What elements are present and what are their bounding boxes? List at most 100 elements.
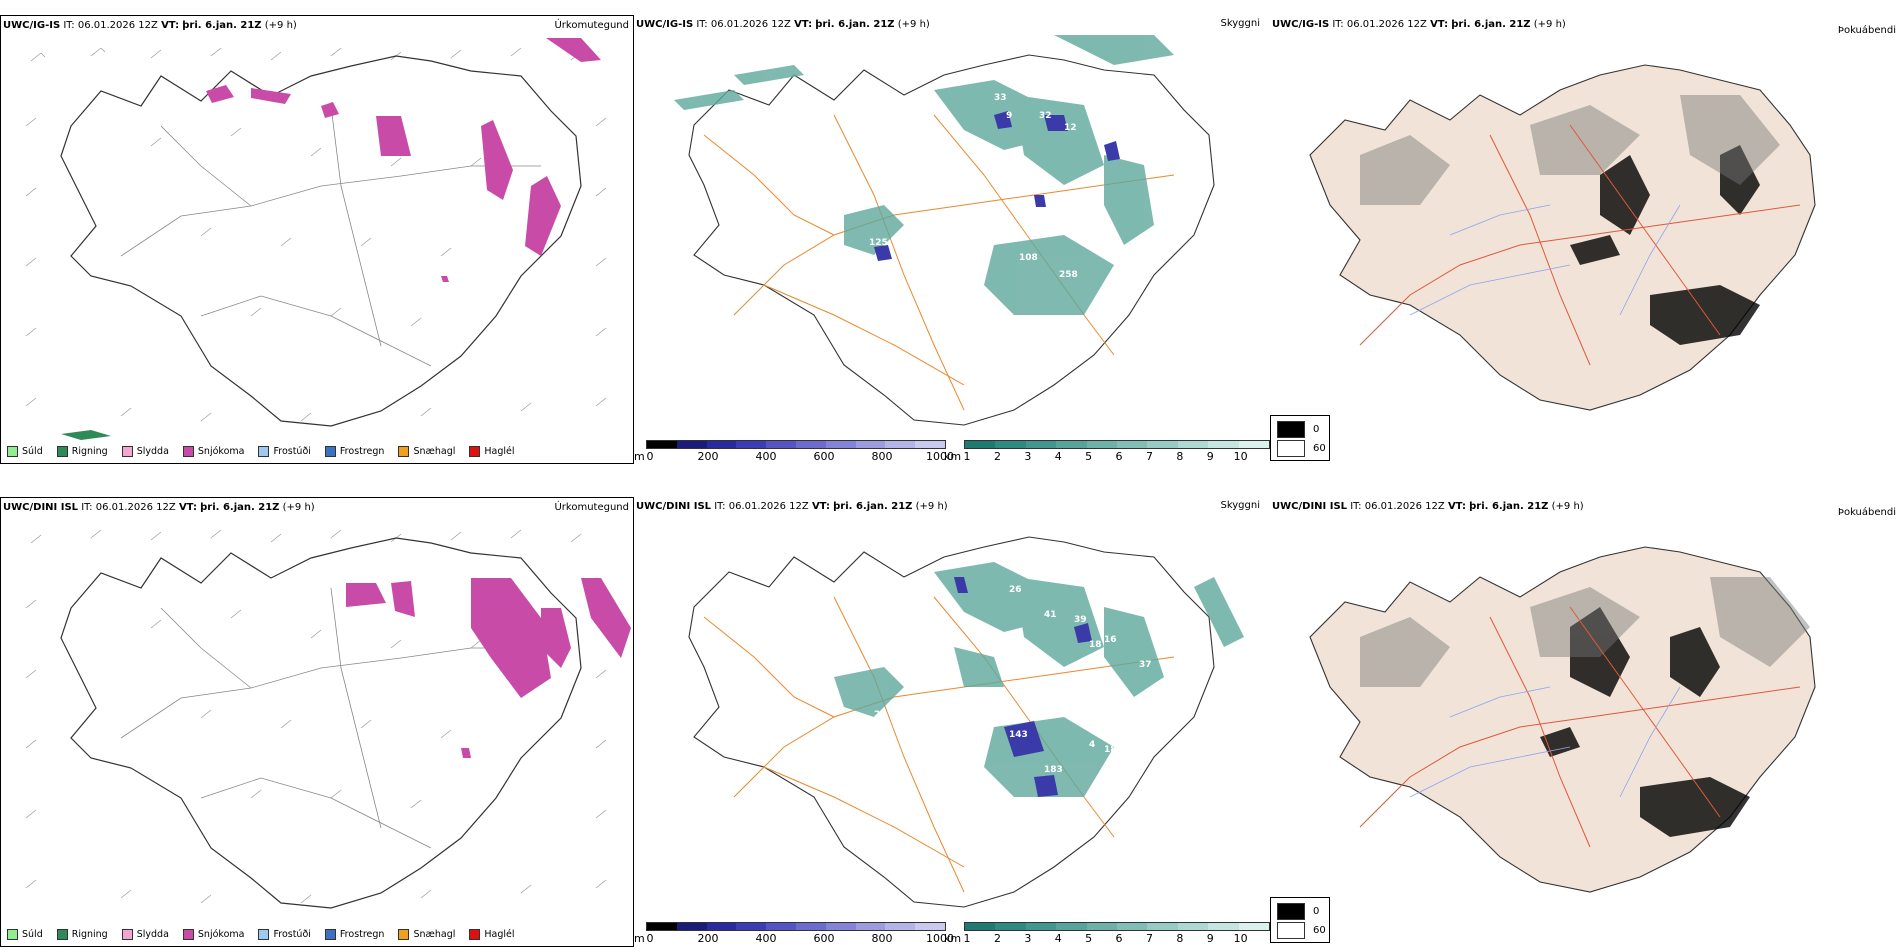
visibility-panel-bottom: UWC/DINI ISL IT: 06.01.2026 12Z VT: þri.… xyxy=(634,497,1270,947)
legend-swatch xyxy=(398,446,410,457)
colorbar-segment xyxy=(1147,441,1178,448)
legend-swatch xyxy=(469,446,481,457)
precip-legend: Súld Rigning Slydda Snjókoma Frostúði Frostre… xyxy=(7,446,515,457)
colorbar-segment xyxy=(736,441,767,448)
legend-label: Snæhagl xyxy=(413,929,456,940)
colorbar-tick: 7 xyxy=(1145,450,1153,463)
iceland-map-visibility: 33 9 32 15 7 12 91 8 67 78 125 108 20 258 xyxy=(674,35,1215,426)
vis-value-label: 20 xyxy=(1089,238,1102,248)
vis-value-label: 125 xyxy=(869,238,888,248)
vis-value-label: 37 xyxy=(1139,660,1152,670)
legend-item-slydda: Slydda xyxy=(121,929,169,940)
colorbar-tick: 1 xyxy=(963,450,971,463)
colorbar-tick: 2 xyxy=(993,450,1001,463)
panel-title: Skyggni xyxy=(1220,18,1260,29)
colorbar-tick: 6 xyxy=(1115,932,1123,945)
colorbar-segment xyxy=(795,923,826,930)
panel-title: Skyggni xyxy=(1220,500,1260,511)
legend-label: Snæhagl xyxy=(413,446,456,457)
precip-legend: Súld Rigning Slydda Snjókoma Frostúði Frostre… xyxy=(7,929,515,940)
panel-title: Úrkomutegund xyxy=(554,20,629,31)
cloud-panel-bottom: UWC/DINI ISL IT: 06.01.2026 12Z VT: þri.… xyxy=(1270,497,1900,947)
vis-value-label: 8 xyxy=(1134,138,1140,148)
low-visibility-areas xyxy=(834,562,1244,797)
cloud-colorbox-top: 0 60 xyxy=(1270,415,1330,461)
legend-label: Frostregn xyxy=(339,446,385,457)
legend-label: Súld xyxy=(22,929,43,940)
colorbar-segment xyxy=(915,923,945,930)
colorbar-tick: 3 xyxy=(1024,450,1032,463)
colorbar-segment xyxy=(1177,923,1209,930)
vis-value-label: 4 xyxy=(1089,740,1095,750)
cloud-dark-areas xyxy=(1540,607,1750,837)
vis-km-colorbar-top: km 1 2 3 4 5 6 7 8 9 10 xyxy=(944,440,1270,464)
legend-label: Súld xyxy=(22,446,43,457)
colorbar-segment xyxy=(1056,441,1087,448)
wind-barbs xyxy=(25,529,607,904)
colorbar-segment xyxy=(706,923,737,930)
legend-swatch xyxy=(182,446,194,457)
colorbar-tick: 600 xyxy=(813,450,835,463)
colorbar-segment xyxy=(1117,923,1148,930)
snow-areas xyxy=(346,578,631,758)
iceland-coastline xyxy=(60,55,582,427)
legend-label: Frostúði xyxy=(273,929,311,940)
colorbar-segment xyxy=(995,923,1026,930)
iceland-coastline xyxy=(688,536,1215,908)
colorbar-segment xyxy=(1238,923,1270,930)
iceland-map-precip xyxy=(25,529,631,909)
very-low-visibility-areas xyxy=(954,577,1092,797)
legend-item-frostúði: Frostúði xyxy=(258,446,311,457)
legend-label: Snjókoma xyxy=(197,929,245,940)
colorbar-tick: 200 xyxy=(697,450,719,463)
vis-value-label: 16 xyxy=(1104,635,1117,645)
vis-value-label: 26 xyxy=(1009,585,1022,595)
legend-label: Rigning xyxy=(71,929,108,940)
panel-header: UWC/IG-IS IT: 06.01.2026 12Z VT: þri. 6.… xyxy=(3,20,297,31)
cloud-grey-areas xyxy=(1360,95,1780,205)
colorbar-tick: 600 xyxy=(813,932,835,945)
panel-header: UWC/IG-IS IT: 06.01.2026 12Z VT: þri. 6.… xyxy=(1272,19,1566,30)
legend-label: Snjókoma xyxy=(197,446,245,457)
legend-label: Haglél xyxy=(484,446,515,457)
colorbar-segment xyxy=(1147,923,1178,930)
legend-swatch xyxy=(7,929,18,940)
cloud-dark-areas xyxy=(1570,145,1760,345)
legend-item-frostregn: Frostregn xyxy=(324,446,385,457)
precip-type-panel-top: UWC/IG-IS IT: 06.01.2026 12Z VT: þri. 6.… xyxy=(0,15,634,464)
rivers-blue xyxy=(1409,204,1681,316)
colorbar-segment xyxy=(1177,441,1209,448)
legend-swatch xyxy=(324,929,336,940)
cloud-swatch-0 xyxy=(1277,421,1305,438)
legend-swatch xyxy=(121,929,133,940)
legend-swatch xyxy=(398,929,410,940)
colorbar-segment xyxy=(995,441,1026,448)
colorbar-segment xyxy=(1208,441,1239,448)
cloud-grey-areas xyxy=(1360,577,1810,687)
colorbar-segment xyxy=(706,441,737,448)
colorbar-tick: 4 xyxy=(1054,450,1062,463)
vis-m-colorbar-top: m 0 200 400 600 800 1000 xyxy=(634,440,954,464)
colorbar-segment xyxy=(766,923,796,930)
panel-header: UWC/DINI ISL IT: 06.01.2026 12Z VT: þri.… xyxy=(1272,501,1584,512)
vis-value-label: 8 xyxy=(1194,625,1200,635)
colorbar-tick: 2 xyxy=(993,932,1001,945)
vis-value-label: 18 xyxy=(1089,640,1102,650)
panel-header: UWC/IG-IS IT: 06.01.2026 12Z VT: þri. 6.… xyxy=(636,19,930,30)
colorbar-segment xyxy=(1086,441,1118,448)
iceland-coastline xyxy=(60,537,582,909)
colorbar-segment xyxy=(1208,923,1239,930)
colorbar-tick: 1000 xyxy=(926,932,954,945)
colorbar-segment xyxy=(1238,441,1270,448)
vis-value-label: 183 xyxy=(1044,765,1063,775)
vis-value-label: 91 xyxy=(1174,128,1187,138)
colorbar-segment xyxy=(855,441,886,448)
cloud-swatch-60 xyxy=(1277,440,1305,457)
colorbar-tick: 800 xyxy=(871,932,893,945)
legend-label: Frostúði xyxy=(273,446,311,457)
colorbar-segment xyxy=(1025,441,1057,448)
vis-value-label: 53 xyxy=(1134,575,1147,585)
colorbar-tick: 6 xyxy=(1115,450,1123,463)
vis-value-label: 39 xyxy=(1074,615,1087,625)
